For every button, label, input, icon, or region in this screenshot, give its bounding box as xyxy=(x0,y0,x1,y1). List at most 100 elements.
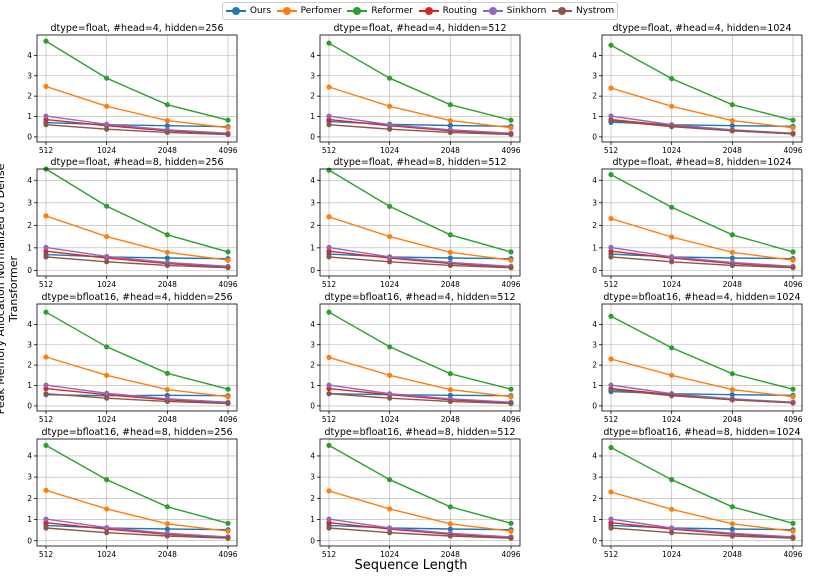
panel-0-point-reformer xyxy=(43,38,49,44)
panel-3-point-perfomer xyxy=(104,233,110,240)
panel-0-line-nystrom xyxy=(45,124,229,136)
legend: Ours Perfomer Reformer Routing Sinkhorn … xyxy=(222,2,618,20)
panel-11-ytick-label: 3 xyxy=(592,473,597,482)
panel-2-point-reformer xyxy=(729,102,735,108)
panel-7-frame xyxy=(319,303,521,412)
panel-10-point-reformer xyxy=(387,477,393,483)
panel-1-xtick-label: 4096 xyxy=(501,146,520,155)
panel-8-point-reformer xyxy=(608,313,614,319)
panel-7-line-sinkhorn xyxy=(328,384,512,403)
panel-0-point-nystrom xyxy=(104,126,110,132)
panel-0-point-nystrom xyxy=(43,122,49,128)
panel-10-point-perfomer xyxy=(508,528,514,534)
panel-11-point-ours xyxy=(729,526,735,532)
panel-0-point-sinkhorn xyxy=(104,121,110,127)
panel-4-point-reformer xyxy=(508,249,514,255)
panel-7-line-routing xyxy=(328,387,512,404)
panel-11-frame xyxy=(601,438,803,547)
panel-5-xtick-label: 1024 xyxy=(662,280,681,289)
panel-7-xtick-label: 2048 xyxy=(441,415,460,424)
legend-item-nystrom: Nystrom xyxy=(552,6,614,16)
panel-3-line-routing xyxy=(45,250,229,268)
panel-9-point-nystrom xyxy=(104,530,110,536)
panel-3-frame xyxy=(36,168,238,277)
panel-3-point-routing xyxy=(43,248,49,254)
panel-5-ytick-label: 1 xyxy=(592,243,597,252)
panel-9-point-perfomer xyxy=(43,487,49,493)
panel-3-point-sinkhorn xyxy=(104,253,110,260)
panel-10-point-perfomer xyxy=(326,488,332,494)
panel-1-point-sinkhorn xyxy=(387,122,393,128)
panel-4-xtick-label: 4096 xyxy=(501,280,520,289)
panel-0-point-sinkhorn xyxy=(43,113,49,119)
panel-2-title: dtype=float, #head=4, hidden=1024 xyxy=(612,23,791,34)
panel-9-point-sinkhorn xyxy=(104,524,110,531)
panel-8-point-reformer xyxy=(790,386,796,392)
panel-2-ytick-label: 2 xyxy=(592,92,597,101)
panel-8-line-perfomer xyxy=(610,358,794,398)
panel-9-frame xyxy=(36,438,238,547)
panel-6-ytick-label: 3 xyxy=(27,340,32,349)
panel-9-ytick-label: 1 xyxy=(27,515,32,524)
panel-8-point-ours xyxy=(729,392,735,398)
panel-1-ytick-label: 2 xyxy=(310,92,315,101)
panel-3-line-perfomer xyxy=(45,215,229,261)
legend-item-routing: Routing xyxy=(418,6,478,16)
panel-8-line-sinkhorn xyxy=(610,384,794,403)
panel-2-point-nystrom xyxy=(669,124,675,130)
panel-6-point-sinkhorn xyxy=(43,382,49,388)
panel-10-title: dtype=bfloat16, #head=8, hidden=512 xyxy=(324,427,515,438)
panel-1-ytick-label: 3 xyxy=(310,71,315,80)
panel-2-point-perfomer xyxy=(608,85,614,91)
panel-10-point-reformer xyxy=(447,504,453,510)
panel-6-point-perfomer xyxy=(164,387,170,393)
panel-11-point-nystrom xyxy=(608,525,614,531)
panel-11-point-reformer xyxy=(669,477,675,483)
panel-8-point-nystrom xyxy=(729,397,735,403)
panel-4-point-reformer xyxy=(326,167,332,173)
panel-8-ytick-label: 4 xyxy=(592,320,597,329)
panel-1-line-routing xyxy=(328,118,512,135)
panel-6-point-reformer xyxy=(164,370,170,376)
panel-5-point-sinkhorn xyxy=(669,254,675,260)
panel-4-point-perfomer xyxy=(387,233,393,240)
panel-11-point-sinkhorn xyxy=(669,525,675,531)
panel-4-point-nystrom xyxy=(508,265,514,271)
panel-10-line-sinkhorn xyxy=(328,518,512,538)
panel-11-line-nystrom xyxy=(610,527,794,539)
panel-2-line-sinkhorn xyxy=(610,115,794,134)
panel-3-point-nystrom xyxy=(225,265,231,271)
panel-10-xtick-label: 1024 xyxy=(380,550,399,559)
panel-7-line-reformer xyxy=(328,311,512,390)
panel-0-xtick-label: 4096 xyxy=(218,146,237,155)
legend-label-routing: Routing xyxy=(442,6,478,16)
panel-2-point-reformer xyxy=(790,117,796,123)
panel-4-point-perfomer xyxy=(447,249,453,255)
panel-9-line-routing xyxy=(45,522,229,539)
panel-1-point-reformer xyxy=(508,117,514,123)
panel-6-line-routing xyxy=(45,387,229,404)
panel-7-ytick-label: 0 xyxy=(310,402,315,411)
panel-9-line-nystrom xyxy=(45,527,229,539)
panel-1-line-reformer xyxy=(328,42,512,121)
panel-3-line-reformer xyxy=(45,168,229,253)
panel-7-ytick-label: 4 xyxy=(310,320,315,329)
panel-6-point-nystrom xyxy=(104,395,110,401)
legend-label-ours: Ours xyxy=(249,6,272,16)
panel-6-xtick-label: 512 xyxy=(39,415,54,424)
panel-9-ytick-label: 2 xyxy=(27,494,32,503)
panel-11-title: dtype=bfloat16, #head=8, hidden=1024 xyxy=(603,427,800,438)
panel-11-point-nystrom xyxy=(729,533,735,539)
legend-label-perfomer: Perfomer xyxy=(300,6,342,16)
panel-6-point-nystrom xyxy=(164,398,170,405)
panel-3-point-perfomer xyxy=(164,249,170,255)
panel-7-title: dtype=bfloat16, #head=4, hidden=512 xyxy=(324,292,515,303)
panel-10-point-nystrom xyxy=(387,530,393,536)
panel-6-line-perfomer xyxy=(45,356,229,398)
panel-7-point-perfomer xyxy=(387,372,393,378)
legend-item-reformer: Reformer xyxy=(347,6,413,16)
panel-11-xtick-label: 512 xyxy=(604,550,619,559)
panel-1-xtick-label: 2048 xyxy=(441,146,460,155)
panel-5-ytick-label: 4 xyxy=(592,176,597,185)
panel-4-point-sinkhorn xyxy=(326,244,332,250)
